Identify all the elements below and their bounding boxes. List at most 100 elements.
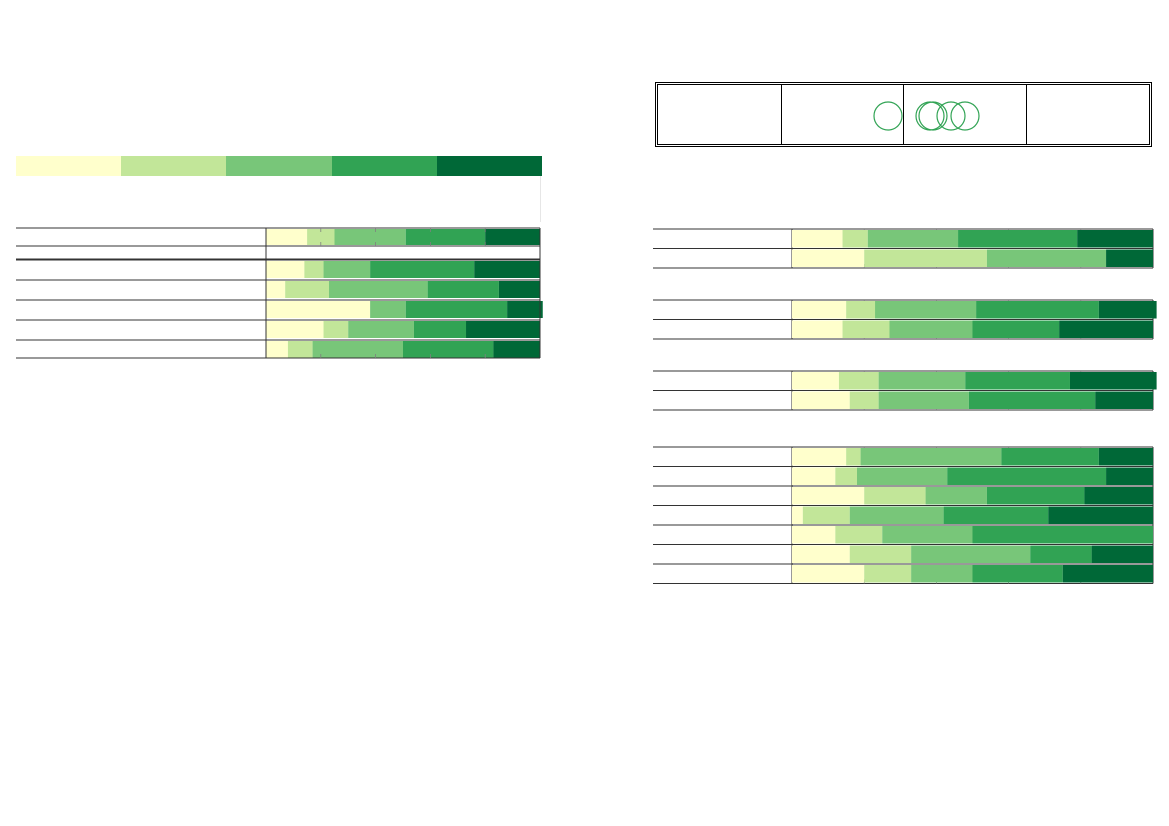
c2-bar-seg (842, 230, 868, 248)
c2-bar-seg (1084, 487, 1153, 505)
c1-bar-seg (370, 261, 475, 278)
c2-bar-seg (792, 506, 803, 524)
circle-marker (950, 101, 980, 131)
c2-bar-seg (1062, 565, 1153, 583)
c2-bar-seg (1001, 448, 1099, 466)
c2-bar-seg (1059, 320, 1153, 338)
c2-bar-seg (943, 506, 1049, 524)
c1-bar-seg (334, 229, 406, 245)
c2-bar-seg (965, 372, 1070, 390)
c2-bar-seg (1098, 301, 1157, 319)
c2-bar-seg (846, 301, 876, 319)
c2-bar-seg (860, 448, 1002, 466)
c2-bar-seg (986, 249, 1107, 267)
legend-swatch-5 (436, 156, 543, 176)
c1-bar-seg (304, 261, 324, 278)
c2-bar-seg (792, 526, 836, 544)
c2-bar-seg (864, 565, 912, 583)
c1-bar-seg (266, 261, 305, 278)
box-divider (903, 85, 904, 144)
c2-bar-seg (911, 565, 973, 583)
c1-bar-seg (485, 229, 540, 245)
legend-swatch-3 (226, 156, 332, 176)
c2-bar-seg (849, 545, 912, 563)
c2-bar-seg (875, 301, 977, 319)
c1-bar-seg (427, 281, 499, 298)
c1-bar-seg (403, 341, 494, 358)
c2-bar-seg (849, 391, 879, 409)
c1-bar-seg (285, 281, 330, 298)
c2-bar-seg (864, 487, 926, 505)
c1-bar-seg (474, 261, 540, 278)
c1-bar-seg (348, 321, 414, 338)
c1-bar-seg (266, 229, 308, 245)
c1-bar-seg (370, 301, 406, 318)
c2-bar-seg (958, 230, 1078, 248)
c1-bar-seg (507, 301, 543, 318)
c2-bar-seg (878, 372, 966, 390)
c1-bar-seg (312, 341, 403, 358)
c2-bar-seg (968, 391, 1096, 409)
c1-bar-seg (287, 341, 313, 358)
c1-bar-seg (405, 229, 486, 245)
c2-bar-seg (792, 249, 865, 267)
c2-bar-seg (802, 506, 850, 524)
c2-bar-seg (856, 467, 948, 485)
c2-bar-seg (986, 487, 1085, 505)
legend-swatch-1 (16, 156, 122, 176)
c1-bar-seg (266, 341, 288, 358)
legend-divider (540, 176, 541, 222)
c2-bar-seg (792, 487, 865, 505)
c2-bar-seg (911, 545, 1031, 563)
c2-bar-seg (1069, 372, 1157, 390)
c2-bar-seg (1091, 545, 1153, 563)
c2-bar-seg (849, 506, 944, 524)
c2-bar-seg (835, 467, 857, 485)
c2-bar-seg (1030, 545, 1092, 563)
c2-bar-seg (1098, 448, 1153, 466)
c2-bar-seg (972, 320, 1060, 338)
c1-bar-seg (307, 229, 335, 245)
c2-bar-seg (792, 372, 839, 390)
c2-bar-seg (1106, 467, 1153, 485)
c2-bar-seg (792, 565, 865, 583)
c2-bar-seg (864, 249, 987, 267)
c1-bar-seg (498, 281, 540, 298)
c2-bar-seg (792, 467, 836, 485)
c1-bar-seg (323, 261, 371, 278)
legend-swatch-4 (331, 156, 437, 176)
c2-bar-seg (846, 448, 861, 466)
color-legend (16, 156, 543, 176)
c2-bar-seg (878, 391, 969, 409)
c1-bar-seg (329, 281, 428, 298)
c2-bar-seg (842, 320, 890, 338)
c1-bar-seg (405, 301, 508, 318)
c2-bar-seg (976, 301, 1099, 319)
c2-bar-seg (1095, 391, 1153, 409)
c2-bar-seg (882, 526, 973, 544)
c2-bar-seg (1106, 249, 1153, 267)
c1-bar-seg (266, 301, 371, 318)
circle-marker (936, 101, 966, 131)
c1-bar-seg (266, 281, 286, 298)
circle-marker (918, 101, 948, 131)
c2-bar-seg (972, 565, 1063, 583)
box-divider (1026, 85, 1027, 144)
c1-bar-seg (413, 321, 467, 338)
c2-bar-seg (947, 467, 1107, 485)
c2-bar-seg (838, 372, 879, 390)
c2-bar-seg (1048, 506, 1153, 524)
c1-bar-seg (323, 321, 349, 338)
circle-marker (873, 101, 903, 131)
c2-bar-seg (792, 320, 843, 338)
c1-bar-seg (266, 321, 324, 338)
c2-bar-seg (792, 448, 847, 466)
c2-bar-seg (925, 487, 987, 505)
c2-bar-seg (792, 301, 847, 319)
c2-bar-seg (792, 230, 843, 248)
c2-bar-seg (867, 230, 959, 248)
c2-bar-seg (792, 545, 850, 563)
c1-bar-seg (493, 341, 540, 358)
